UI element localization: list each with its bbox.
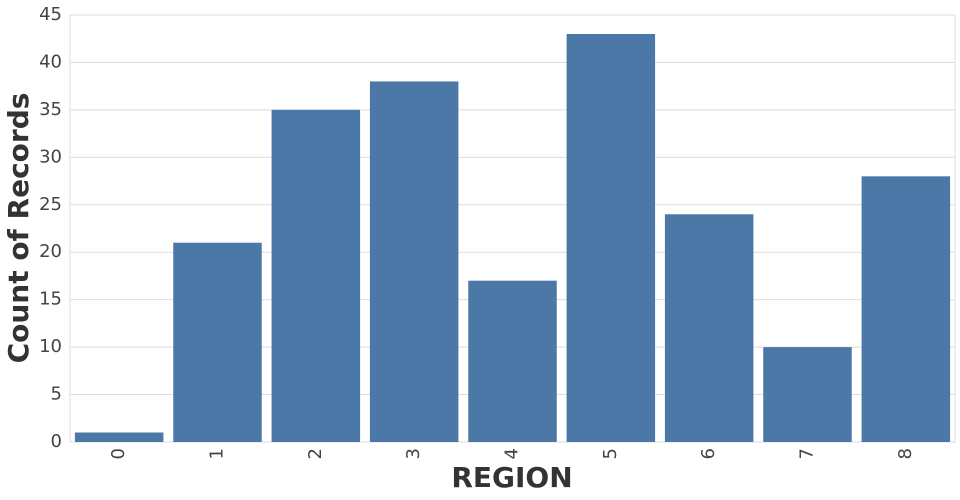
x-tick-label: 1	[207, 448, 228, 459]
bar	[468, 280, 557, 442]
bar	[271, 109, 361, 442]
bar	[173, 242, 262, 442]
bar	[566, 33, 656, 442]
bar	[369, 81, 459, 442]
x-tick-label: 0	[108, 448, 129, 459]
x-tick-label: 5	[600, 448, 621, 459]
y-tick-label: 30	[39, 146, 62, 167]
x-tick-label: 3	[403, 448, 424, 459]
x-tick-label: 8	[895, 448, 916, 459]
y-tick-label: 25	[39, 194, 62, 215]
bar	[861, 176, 951, 443]
y-tick-label: 5	[51, 384, 62, 405]
x-tick-label: 4	[502, 448, 523, 459]
bar	[763, 347, 852, 442]
bar	[664, 214, 754, 442]
y-tick-label: 35	[39, 99, 62, 120]
y-tick-label: 15	[39, 289, 62, 310]
y-tick-label: 45	[39, 4, 62, 25]
y-tick-label: 10	[39, 336, 62, 357]
x-tick-label: 7	[797, 448, 818, 459]
y-tick-label: 40	[39, 51, 62, 72]
x-tick-label: 6	[698, 448, 719, 459]
y-tick-label: 0	[51, 431, 62, 452]
y-axis-title: Count of Records	[2, 93, 35, 364]
x-tick-label: 2	[305, 448, 326, 459]
bar	[74, 432, 164, 442]
y-tick-label: 20	[39, 241, 62, 262]
x-axis-title: REGION	[451, 461, 572, 494]
